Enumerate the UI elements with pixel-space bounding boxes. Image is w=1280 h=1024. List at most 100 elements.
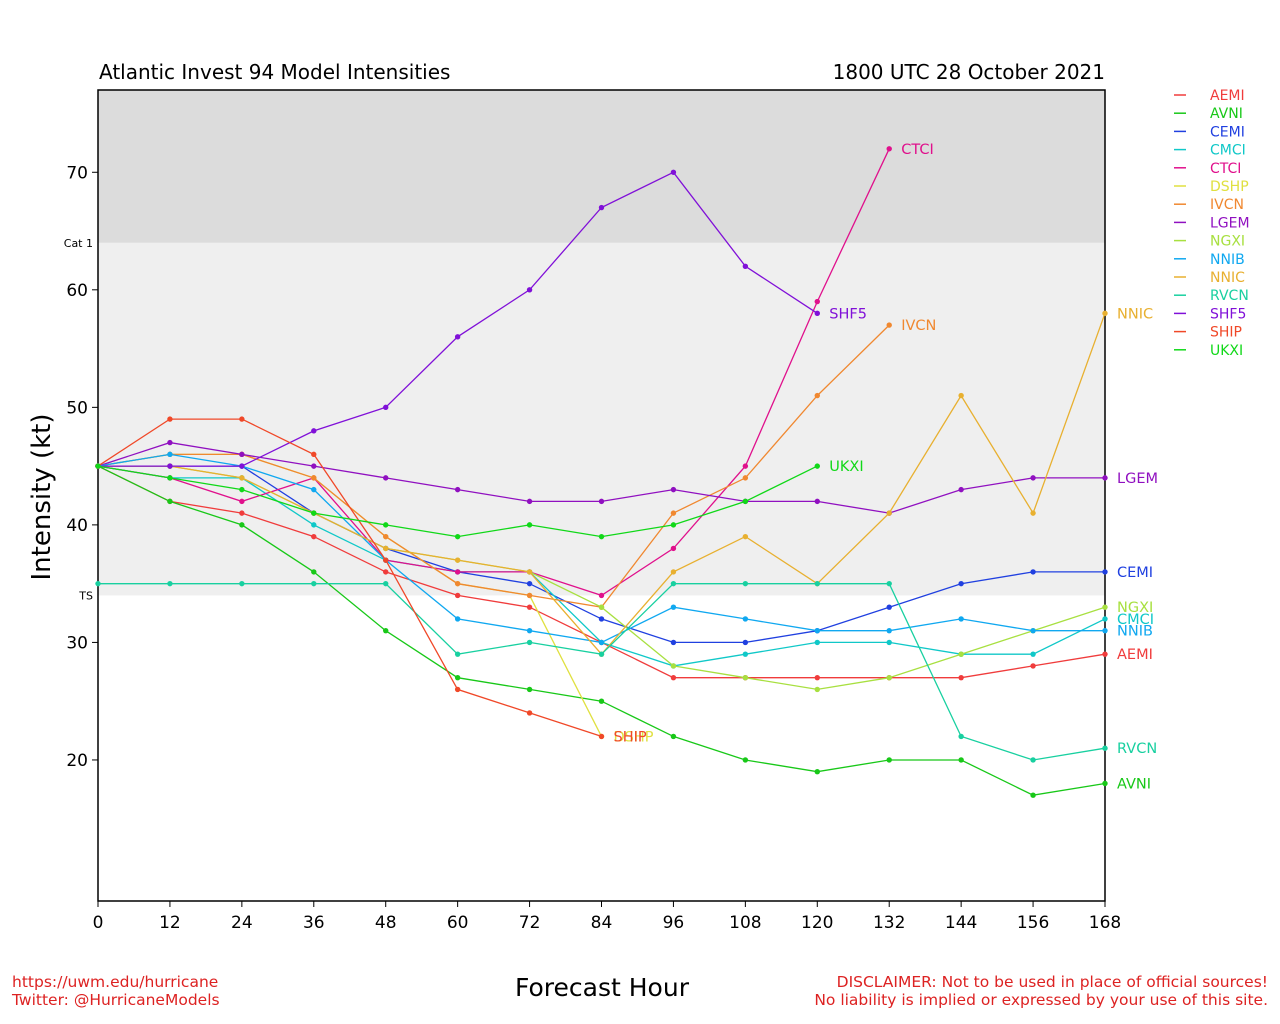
data-point bbox=[95, 463, 101, 469]
legend-item-cmci: CMCI bbox=[1174, 143, 1246, 159]
data-point bbox=[742, 463, 749, 469]
data-point bbox=[454, 486, 461, 493]
data-point bbox=[958, 674, 964, 681]
data-point bbox=[239, 475, 245, 481]
data-point bbox=[958, 486, 964, 493]
data-point bbox=[1030, 475, 1036, 481]
data-point bbox=[598, 592, 605, 599]
data-point bbox=[1102, 604, 1108, 610]
data-point bbox=[886, 146, 892, 152]
x-tick-label: 36 bbox=[303, 913, 325, 933]
data-point bbox=[454, 592, 461, 599]
data-point bbox=[167, 498, 173, 505]
data-point bbox=[95, 580, 101, 587]
end-label-ship: SHIP bbox=[614, 729, 647, 745]
data-point bbox=[742, 639, 749, 646]
data-point bbox=[526, 287, 533, 293]
data-point bbox=[454, 616, 461, 622]
x-tick-label: 132 bbox=[873, 913, 905, 933]
legend-label: CEMI bbox=[1210, 124, 1245, 140]
end-label-nnib: NNIB bbox=[1117, 624, 1153, 640]
data-point bbox=[454, 674, 461, 681]
legend-label: DSHP bbox=[1210, 179, 1249, 195]
data-point bbox=[311, 428, 317, 434]
series-shf5 bbox=[95, 169, 820, 469]
x-tick-label: 48 bbox=[375, 913, 397, 933]
footer-url[interactable]: https://uwm.edu/hurricane bbox=[12, 973, 219, 991]
x-axis-label: Forecast Hour bbox=[515, 973, 690, 1002]
x-tick-label: 60 bbox=[447, 913, 469, 933]
data-point bbox=[1030, 627, 1036, 634]
data-point bbox=[958, 392, 964, 399]
data-point bbox=[383, 569, 389, 575]
x-tick-label: 72 bbox=[519, 913, 541, 933]
end-label-aemi: AEMI bbox=[1117, 647, 1153, 663]
legend-item-ngxi: NGXI bbox=[1174, 234, 1245, 250]
data-point bbox=[742, 475, 749, 481]
data-point bbox=[742, 580, 749, 587]
end-label-shf5: SHF5 bbox=[829, 306, 867, 322]
data-point bbox=[958, 733, 964, 740]
legend-item-lgem: LGEM bbox=[1174, 215, 1250, 231]
data-point bbox=[1030, 792, 1036, 798]
data-point bbox=[167, 416, 173, 422]
data-point bbox=[1102, 627, 1108, 634]
y-axis-label: Intensity (kt) bbox=[27, 414, 57, 581]
legend-label: AVNI bbox=[1210, 106, 1243, 122]
end-label-lgem: LGEM bbox=[1117, 471, 1158, 487]
data-point bbox=[526, 639, 533, 646]
end-label-cmci: CMCI bbox=[1117, 612, 1154, 628]
end-label-nnic: NNIC bbox=[1117, 306, 1153, 322]
legend-label: SHIP bbox=[1210, 325, 1242, 341]
data-point bbox=[526, 522, 533, 528]
x-tick-label: 168 bbox=[1089, 913, 1121, 933]
data-point bbox=[742, 263, 749, 270]
legend-label: AEMI bbox=[1210, 88, 1245, 104]
data-point bbox=[383, 522, 389, 528]
data-point bbox=[814, 627, 820, 634]
data-point bbox=[311, 451, 317, 458]
legend-label: RVCN bbox=[1210, 288, 1249, 304]
data-point bbox=[383, 475, 389, 481]
data-point bbox=[526, 580, 533, 587]
data-point bbox=[814, 498, 820, 505]
data-point bbox=[814, 674, 820, 681]
data-point bbox=[167, 439, 173, 446]
data-point bbox=[814, 392, 820, 399]
footer-twitter[interactable]: Twitter: @HurricaneModels bbox=[12, 991, 220, 1009]
data-point bbox=[742, 533, 749, 540]
data-point bbox=[239, 580, 245, 587]
band-label: Cat 1 bbox=[64, 237, 93, 250]
data-point bbox=[670, 674, 677, 681]
data-point bbox=[814, 686, 820, 693]
legend-label: NNIB bbox=[1210, 252, 1245, 268]
data-point bbox=[1030, 651, 1036, 657]
x-tick-label: 12 bbox=[159, 913, 181, 933]
series-rvcn bbox=[95, 580, 1108, 763]
data-point bbox=[670, 580, 677, 587]
end-label-rvcn: RVCN bbox=[1117, 741, 1157, 757]
data-point bbox=[311, 486, 317, 493]
data-point bbox=[670, 663, 677, 669]
legend: AEMI AVNI CEMI CMCI CTCI DSHP IVCN LGEM NGXI NNIB… bbox=[1174, 88, 1250, 359]
data-point bbox=[670, 486, 677, 493]
chart-timestamp: 1800 UTC 28 October 2021 bbox=[833, 60, 1105, 84]
x-tick-label: 96 bbox=[663, 913, 685, 933]
legend-label: NGXI bbox=[1210, 234, 1245, 250]
legend-label: CTCI bbox=[1210, 161, 1241, 177]
data-point bbox=[814, 463, 820, 469]
data-point bbox=[886, 322, 892, 328]
x-tick-label: 24 bbox=[231, 913, 253, 933]
data-point bbox=[958, 580, 964, 587]
x-tick-label: 84 bbox=[591, 913, 613, 933]
x-tick-label: 156 bbox=[1017, 913, 1049, 933]
y-tick-label: 60 bbox=[66, 281, 88, 301]
data-point bbox=[886, 627, 892, 634]
end-label-cemi: CEMI bbox=[1117, 565, 1153, 581]
data-point bbox=[526, 710, 533, 716]
legend-item-shf5: SHF5 bbox=[1174, 306, 1246, 322]
data-point bbox=[311, 510, 317, 516]
footer-disclaimer: DISCLAIMER: Not to be used in place of o… bbox=[814, 973, 1268, 1009]
band-ts bbox=[98, 242, 1105, 596]
end-label-ivcn: IVCN bbox=[901, 318, 936, 334]
